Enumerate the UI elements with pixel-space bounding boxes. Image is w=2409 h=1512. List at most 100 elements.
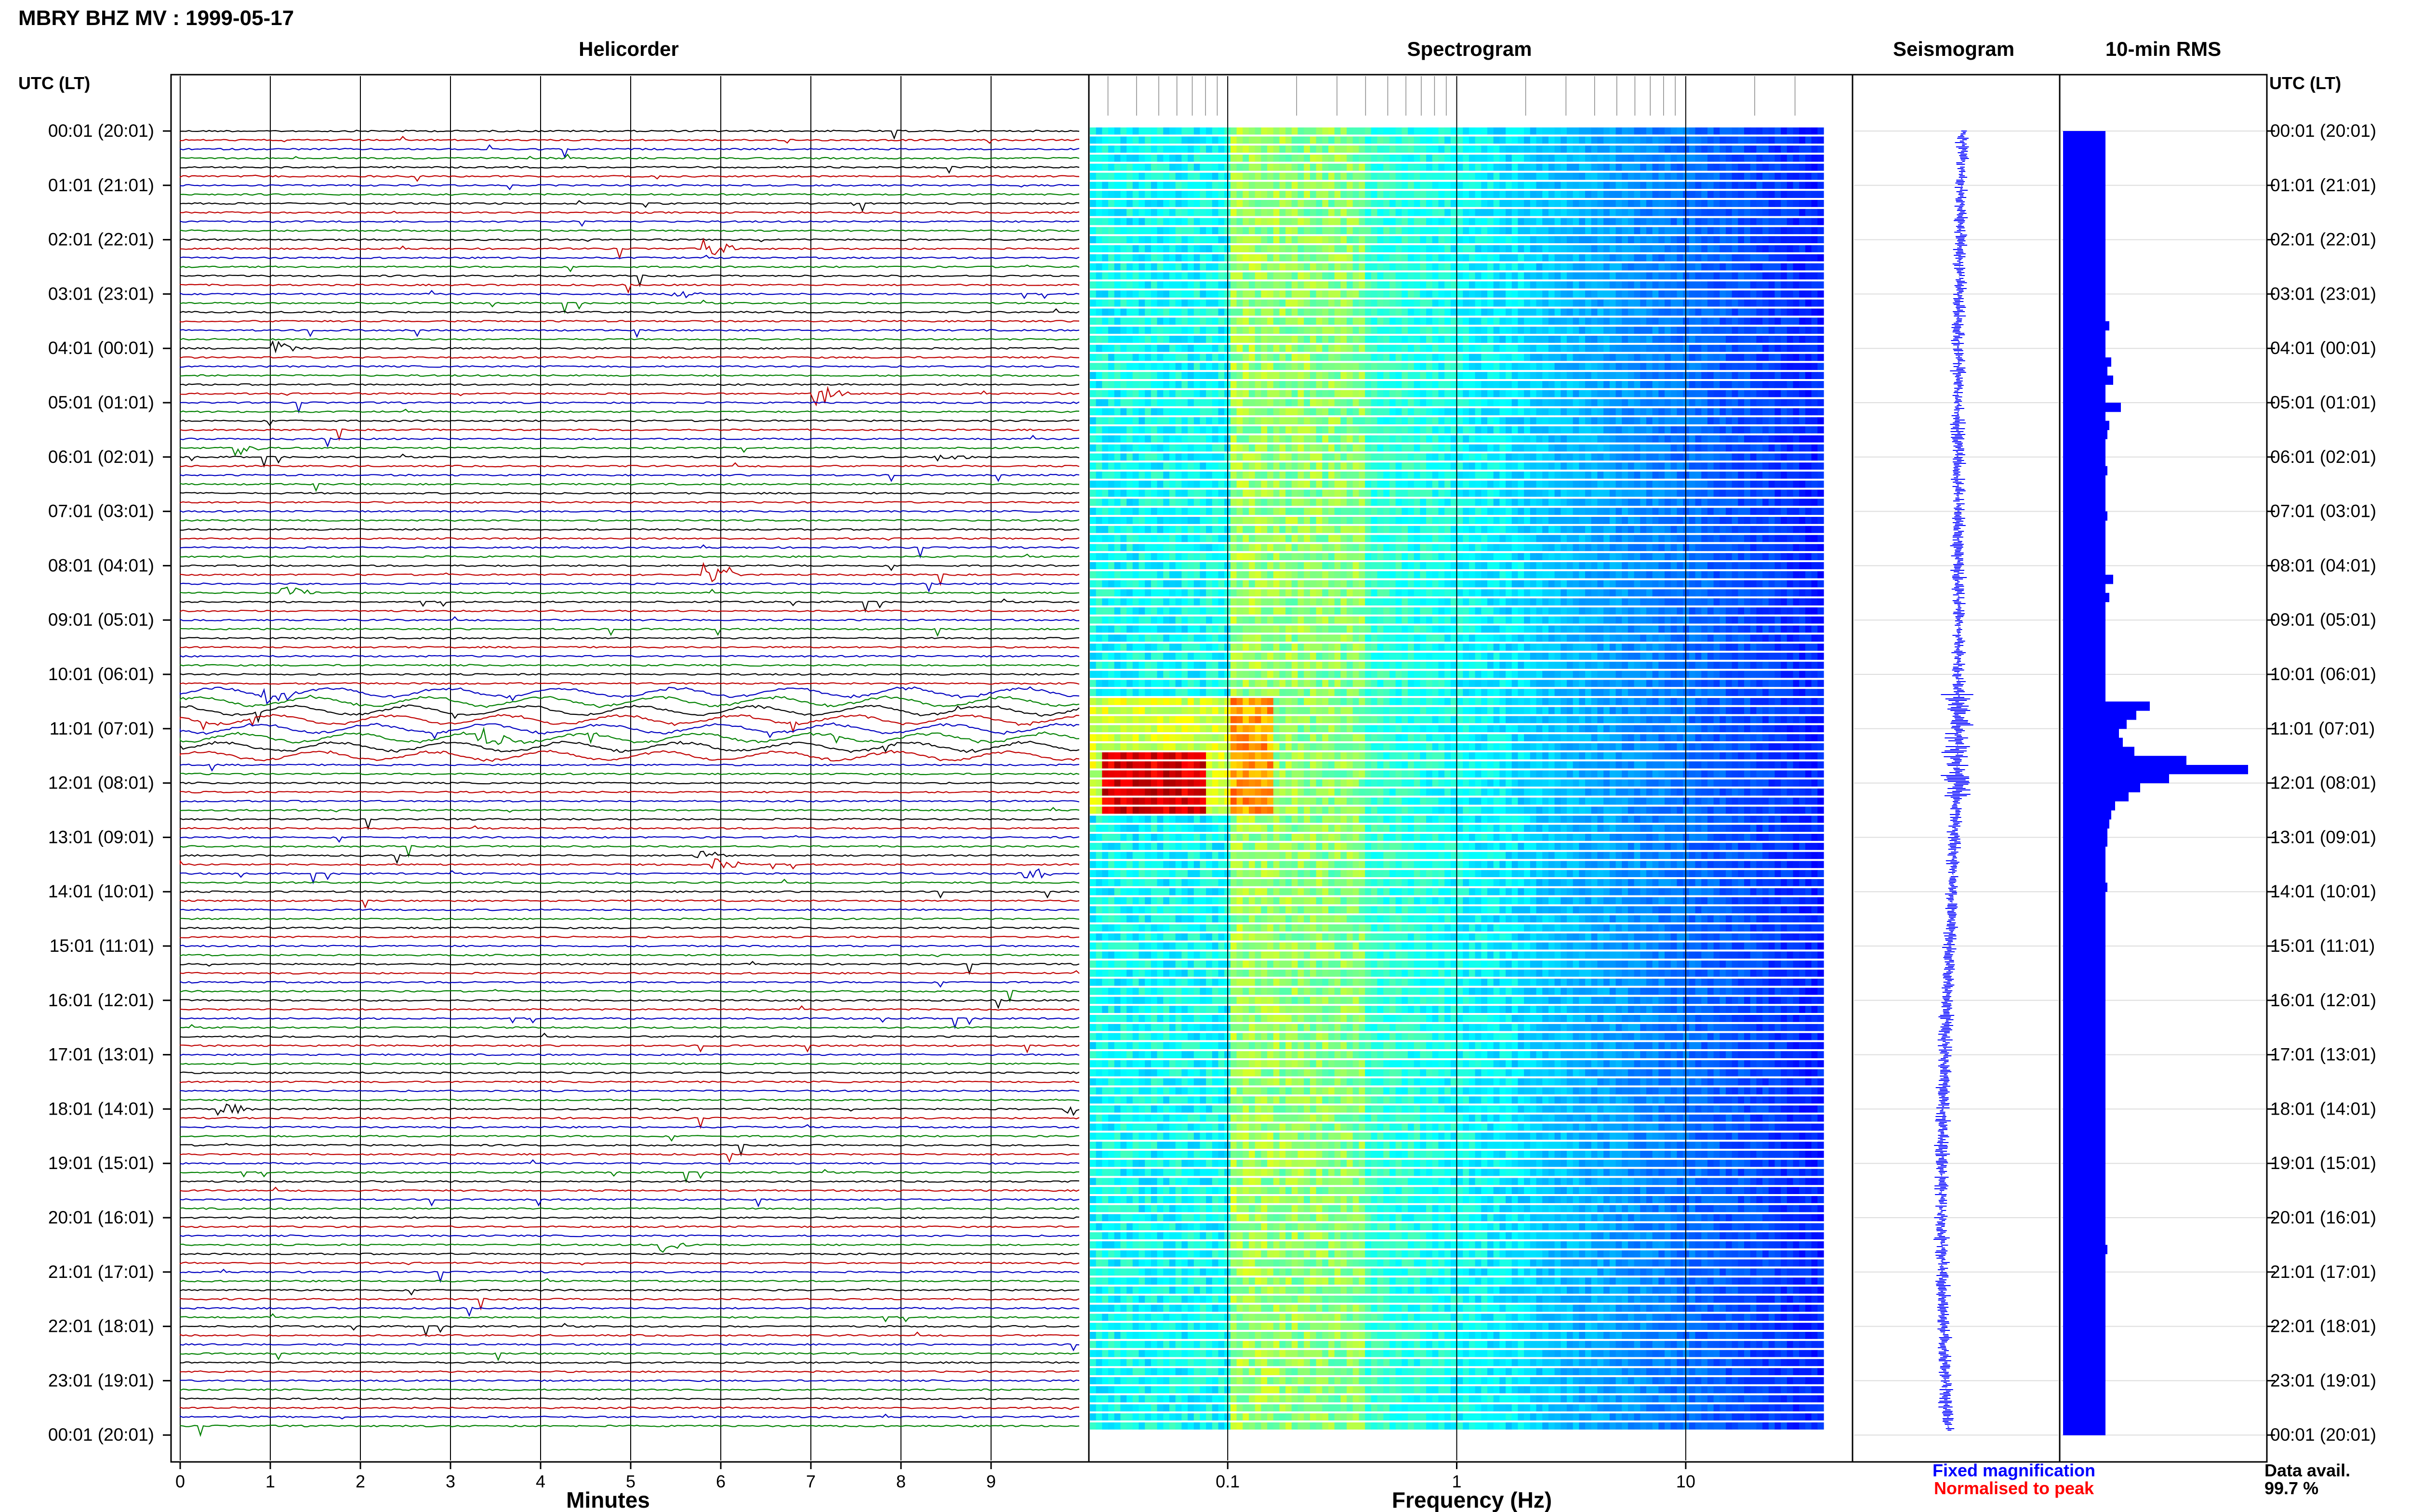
- spectrogram-cell: [1243, 245, 1249, 252]
- spectrogram-cell: [1811, 462, 1818, 470]
- spectrogram-cell: [1603, 426, 1610, 434]
- spectrogram-cell: [1236, 462, 1243, 470]
- spectrogram-cell: [1267, 354, 1274, 361]
- spectrogram-cell: [1817, 308, 1824, 316]
- rms-title: 10-min RMS: [2105, 38, 2221, 60]
- spectrogram-cell: [1768, 299, 1775, 307]
- spectrogram-cell: [1304, 327, 1310, 334]
- spectrogram-cell: [1126, 472, 1133, 479]
- spectrogram-cell: [1352, 163, 1359, 171]
- spectrogram-cell: [1200, 155, 1206, 162]
- spectrogram-cell: [1750, 155, 1757, 162]
- spectrogram-cell: [1444, 182, 1451, 189]
- helicorder-trace: [179, 1180, 1080, 1183]
- spectrogram-cell: [1200, 182, 1206, 189]
- spectrogram-cell: [1255, 390, 1261, 397]
- spectrogram-cell: [1542, 136, 1549, 144]
- spectrogram-cell: [1175, 363, 1182, 370]
- spectrogram-cell: [1646, 227, 1653, 235]
- spectrogram-cell: [1157, 145, 1164, 153]
- helicorder-trace: [179, 890, 1080, 899]
- spectrogram-cell: [1750, 462, 1757, 470]
- spectrogram-cell: [1732, 155, 1738, 162]
- spectrogram-cell: [1102, 281, 1109, 289]
- spectrogram-cell: [1750, 218, 1757, 225]
- spectrogram-cell: [1402, 462, 1408, 470]
- spectrogram-cell: [1200, 145, 1206, 153]
- spectrogram-cell: [1499, 145, 1506, 153]
- spectrogram-cell: [1720, 344, 1726, 352]
- helicorder-trace: [179, 609, 1080, 613]
- spectrogram-cell: [1499, 155, 1506, 162]
- spectrogram-cell: [1236, 344, 1243, 352]
- spectrogram-cell: [1762, 155, 1769, 162]
- spectrogram-cell: [1579, 254, 1586, 262]
- spectrogram-cell: [1481, 191, 1488, 198]
- spectrogram-cell: [1597, 453, 1604, 461]
- spectrogram-cell: [1817, 354, 1824, 361]
- spectrogram-cell: [1322, 172, 1329, 180]
- spectrogram-cell: [1132, 227, 1139, 235]
- spectrogram-cell: [1322, 317, 1329, 325]
- spectrogram-cell: [1371, 163, 1378, 171]
- spectrogram-cell: [1548, 145, 1555, 153]
- spectrogram-cell: [1573, 399, 1579, 407]
- spectrogram-cell: [1420, 426, 1427, 434]
- spectrogram-cell: [1310, 308, 1317, 316]
- spectrogram-cell: [1365, 435, 1372, 443]
- spectrogram-cell: [1181, 127, 1188, 135]
- spectrogram-cell: [1793, 182, 1800, 189]
- spectrogram-cell: [1744, 209, 1751, 216]
- spectrogram-cell: [1102, 209, 1109, 216]
- spectrogram-cell: [1561, 245, 1567, 252]
- spectrogram-cell: [1456, 354, 1463, 361]
- spectrogram-cell: [1243, 390, 1249, 397]
- spectrogram-cell: [1132, 182, 1139, 189]
- spectrogram-cell: [1151, 435, 1158, 443]
- spectrogram-cell: [1585, 354, 1592, 361]
- spectrogram-cell: [1615, 408, 1622, 416]
- spectrogram-cell: [1566, 263, 1574, 271]
- spectrogram-cell: [1518, 344, 1524, 352]
- spectrogram-cell: [1707, 281, 1714, 289]
- spectrogram-cell: [1811, 336, 1818, 343]
- spectrogram-cell: [1774, 172, 1781, 180]
- spectrogram-cell: [1817, 363, 1824, 370]
- spectrogram-cell: [1132, 218, 1139, 225]
- spectrogram-cell: [1114, 299, 1121, 307]
- spectrogram-cell: [1628, 127, 1635, 135]
- spectrogram-cell: [1340, 172, 1347, 180]
- spectrogram-cell: [1615, 399, 1622, 407]
- spectrogram-cell: [1138, 200, 1145, 207]
- spectrogram-cell: [1279, 227, 1286, 235]
- spectrogram-cell: [1438, 155, 1445, 162]
- spectrogram-cell: [1383, 263, 1390, 271]
- spectrogram-cell: [1218, 172, 1225, 180]
- spectrogram-cell: [1316, 200, 1323, 207]
- spectrogram-cell: [1175, 336, 1182, 343]
- spectrogram-cell: [1456, 399, 1463, 407]
- spectrogram-cell: [1658, 363, 1665, 370]
- spectrogram-cell: [1267, 236, 1274, 243]
- spectrogram-cell: [1297, 363, 1304, 370]
- spectrogram-cell: [1463, 363, 1469, 370]
- spectrogram-cell: [1738, 155, 1745, 162]
- spectrogram-cell: [1481, 145, 1488, 153]
- spectrogram-cell: [1383, 480, 1390, 488]
- spectrogram-cell: [1554, 272, 1561, 280]
- spectrogram-cell: [1304, 127, 1310, 135]
- spectrogram-cell: [1787, 344, 1794, 352]
- spectrogram-cell: [1444, 426, 1451, 434]
- spectrogram-cell: [1677, 245, 1683, 252]
- spectrogram-cell: [1689, 408, 1696, 416]
- spectrogram-cell: [1402, 417, 1408, 424]
- spectrogram-cell: [1499, 290, 1506, 298]
- spectrogram-cell: [1297, 381, 1304, 388]
- spectrogram-cell: [1188, 254, 1194, 262]
- spectrogram-cell: [1511, 435, 1518, 443]
- spectrogram-cell: [1389, 272, 1396, 280]
- spectrogram-cell: [1395, 200, 1402, 207]
- spectrogram-cell: [1138, 218, 1145, 225]
- spectrogram-cell: [1677, 344, 1683, 352]
- spectrogram-cell: [1646, 155, 1653, 162]
